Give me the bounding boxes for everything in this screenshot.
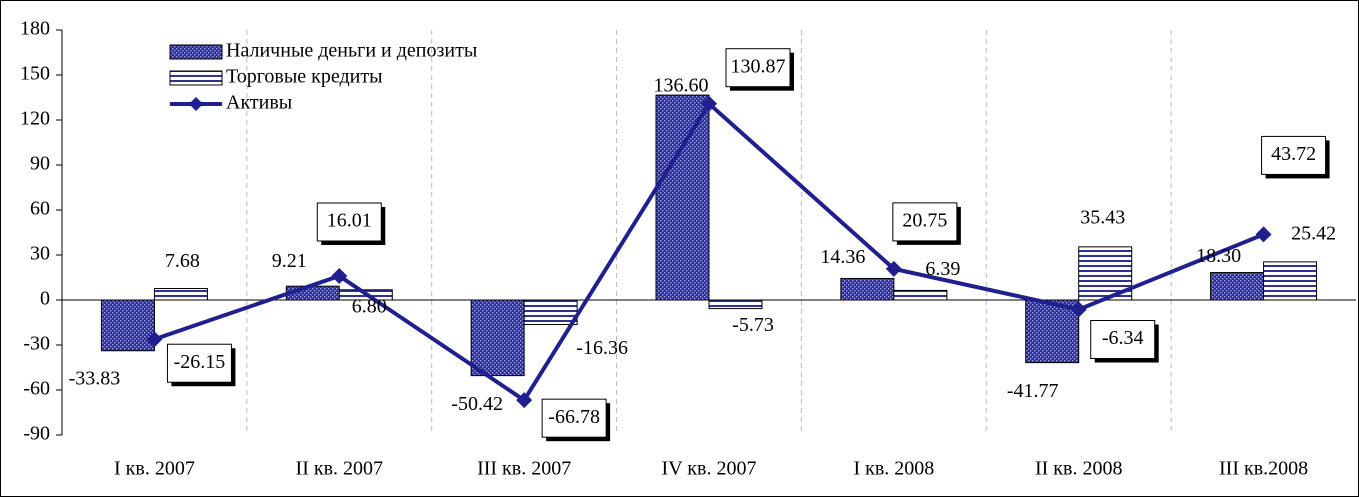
x-tick-label: I кв. 2008 (853, 458, 934, 480)
data-label: -41.77 (1007, 380, 1059, 402)
legend-swatch (169, 70, 223, 86)
marker (1255, 226, 1272, 243)
bar (1025, 299, 1080, 364)
bar (100, 299, 155, 352)
data-label: 130.87 (731, 55, 786, 77)
bar (655, 94, 710, 301)
data-label: 6.39 (925, 258, 960, 280)
y-tick-label: 0 (40, 288, 50, 310)
data-label: 43.72 (1271, 143, 1316, 165)
bar (1263, 261, 1318, 301)
marker (885, 260, 902, 277)
x-tick-label: I кв. 2007 (114, 458, 195, 480)
marker (146, 331, 163, 348)
y-tick-label: 90 (30, 153, 50, 175)
data-label: 16.01 (327, 210, 372, 232)
legend-label: Активы (226, 92, 292, 114)
label-box (725, 48, 791, 88)
data-label: -16.36 (576, 337, 628, 359)
label-box (1090, 320, 1156, 360)
bar (893, 289, 948, 301)
bar (708, 299, 763, 310)
x-tick-label: IV кв. 2007 (662, 458, 757, 480)
x-tick-label: II кв. 2008 (1035, 458, 1122, 480)
y-tick-label: -90 (23, 423, 50, 445)
bar (840, 277, 895, 301)
data-label: 35.43 (1080, 206, 1125, 228)
data-label: -26.15 (174, 351, 226, 373)
y-tick-label: 180 (20, 18, 50, 40)
label-box (166, 343, 232, 383)
x-tick-label: III кв. 2007 (477, 458, 571, 480)
data-label: -33.83 (69, 367, 121, 389)
label-box (892, 202, 958, 242)
y-tick-label: 150 (20, 63, 50, 85)
marker (331, 267, 348, 284)
legend-swatch (169, 44, 223, 60)
data-label: 7.68 (165, 250, 200, 272)
bar (1210, 272, 1265, 301)
data-label: -66.78 (548, 406, 600, 428)
legend-label: Наличные деньги и депозиты (226, 40, 477, 62)
data-label: 6.80 (352, 295, 387, 317)
bar (1078, 246, 1133, 301)
x-tick-label: III кв.2008 (1219, 458, 1308, 480)
label-box (1261, 135, 1327, 175)
legend-label: Торговые кредиты (226, 66, 383, 88)
label-box (541, 398, 607, 438)
y-tick-label: -30 (23, 333, 50, 355)
marker (701, 95, 717, 112)
data-label: 14.36 (820, 246, 865, 268)
bar (523, 299, 578, 326)
y-tick-label: -60 (23, 378, 50, 400)
data-label: -50.42 (451, 393, 503, 415)
x-tick-label: II кв. 2007 (296, 458, 383, 480)
legend-marker (189, 97, 203, 111)
label-box (316, 202, 382, 242)
marker (516, 392, 533, 409)
data-label: -6.34 (1102, 327, 1144, 349)
y-tick-label: 120 (20, 108, 50, 130)
y-tick-label: 60 (30, 198, 50, 220)
data-label: 25.42 (1291, 222, 1336, 244)
data-label: 136.60 (654, 75, 709, 97)
data-label: 18.30 (1196, 245, 1241, 267)
data-label: 9.21 (272, 250, 307, 272)
data-label: -5.73 (732, 314, 774, 336)
y-tick-label: 30 (30, 243, 50, 265)
marker (1070, 301, 1087, 318)
bar (153, 287, 208, 301)
bar (470, 299, 525, 377)
data-label: 20.75 (902, 209, 947, 231)
